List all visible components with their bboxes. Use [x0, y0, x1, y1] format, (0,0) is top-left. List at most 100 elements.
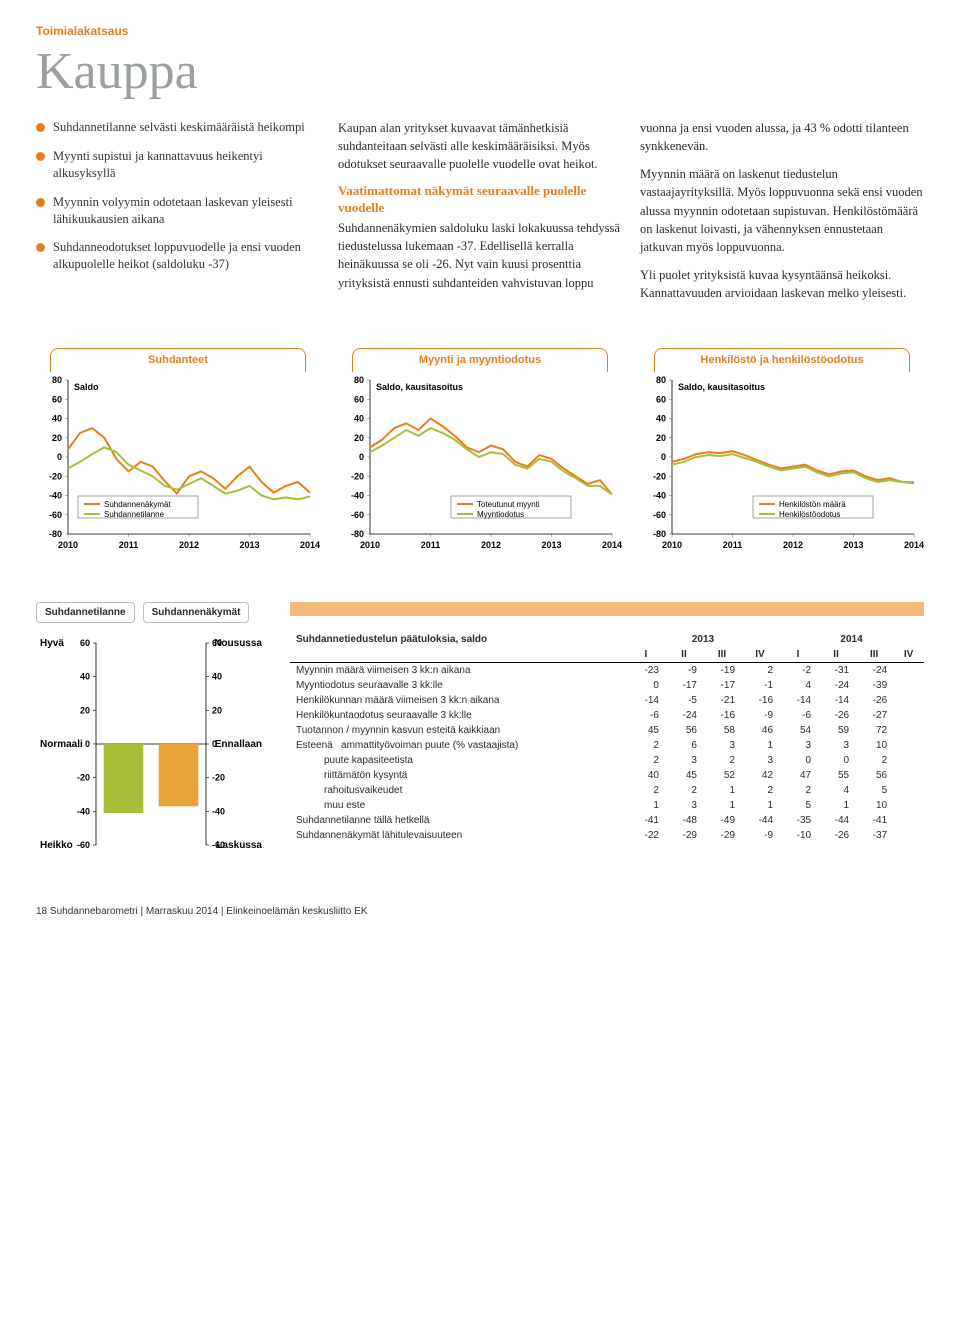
page-footer: 18 Suhdannebarometri | Marraskuu 2014 | … [36, 906, 924, 917]
svg-text:20: 20 [656, 433, 666, 443]
svg-text:-40: -40 [49, 491, 62, 501]
section-label: Toimialakatsaus [36, 24, 924, 38]
svg-text:Toteutunut myynti: Toteutunut myynti [477, 500, 540, 509]
svg-text:2011: 2011 [119, 540, 139, 550]
bullet-dot-icon [36, 123, 45, 132]
bullet-dot-icon [36, 152, 45, 161]
svg-text:-40: -40 [653, 491, 666, 501]
svg-text:2011: 2011 [723, 540, 743, 550]
svg-text:-80: -80 [49, 529, 62, 539]
svg-text:-60: -60 [351, 510, 364, 520]
bar-tab-1: Suhdannetilanne [36, 602, 135, 623]
svg-text:2012: 2012 [783, 540, 803, 550]
svg-text:0: 0 [661, 452, 666, 462]
svg-text:Normaali: Normaali [40, 739, 83, 750]
col-bullets: Suhdannetilanne selvästi keskimääräistä … [36, 119, 320, 312]
svg-text:-40: -40 [351, 491, 364, 501]
svg-text:Henkilöstön määrä: Henkilöstön määrä [779, 500, 846, 509]
svg-text:60: 60 [656, 395, 666, 405]
svg-text:Henkilöstöodotus: Henkilöstöodotus [779, 510, 840, 519]
chart-card: Suhdanteet-80-60-40-20020406080201020112… [36, 348, 320, 562]
svg-text:Hyvä: Hyvä [40, 638, 64, 649]
svg-text:-60: -60 [49, 510, 62, 520]
p-col3-1: vuonna ja ensi vuoden alussa, ja 43 % od… [640, 119, 924, 155]
chart-title-tab: Henkilöstö ja henkilöstöodotus [654, 348, 910, 372]
svg-text:2013: 2013 [239, 540, 259, 550]
svg-text:2010: 2010 [58, 540, 78, 550]
svg-text:Saldo, kausitasoitus: Saldo, kausitasoitus [376, 382, 463, 392]
svg-text:-20: -20 [351, 472, 364, 482]
bullet-dot-icon [36, 243, 45, 252]
svg-text:80: 80 [52, 375, 62, 385]
svg-text:-80: -80 [653, 529, 666, 539]
page-title: Kauppa [36, 42, 924, 101]
svg-text:40: 40 [656, 414, 666, 424]
svg-text:Saldo: Saldo [74, 382, 99, 392]
bullet-item: Suhdanneodotukset loppuvuodelle ja ensi … [36, 239, 320, 273]
chart-row: Suhdanteet -80 -60 -40 -20 0 20 40 60 80 2010 2011 2… [36, 348, 924, 562]
svg-text:2010: 2010 [360, 540, 380, 550]
svg-text:-40: -40 [212, 807, 225, 817]
svg-text:2012: 2012 [481, 540, 501, 550]
svg-text:2013: 2013 [843, 540, 863, 550]
svg-text:80: 80 [656, 375, 666, 385]
svg-text:0: 0 [359, 452, 364, 462]
svg-text:Nousussa: Nousussa [214, 638, 262, 649]
svg-text:60: 60 [52, 395, 62, 405]
svg-text:Saldo, kausitasoitus: Saldo, kausitasoitus [678, 382, 765, 392]
lower-row: Suhdannetilanne Suhdannenäkymät -60-60-4… [36, 602, 924, 866]
svg-text:60: 60 [354, 395, 364, 405]
svg-text:Laskussa: Laskussa [216, 840, 262, 851]
table-block: Suhdannetiedustelun päätuloksia, saldo20… [290, 602, 924, 843]
chart-body: -80-60-40-200204060802010201120122013201… [640, 372, 924, 562]
bullet-text: Suhdanneodotukset loppuvuodelle ja ensi … [53, 239, 320, 273]
svg-text:-60: -60 [653, 510, 666, 520]
bullet-item: Myynti supistui ja kannattavuus heikenty… [36, 148, 320, 182]
svg-text:0: 0 [85, 739, 90, 749]
p-col2-1: Kaupan alan yritykset kuvaavat tämänhetk… [338, 119, 622, 173]
svg-text:40: 40 [52, 414, 62, 424]
chart-card: Myynti ja myyntiodotus -80 -60 -40 -20 0 20 40 6… [338, 348, 622, 562]
bar-tab-2: Suhdannenäkymät [143, 602, 250, 623]
p-col3-2: Myynnin määrä on laskenut tiedustelun va… [640, 165, 924, 256]
svg-text:-20: -20 [212, 773, 225, 783]
chart-title-tab: Myynti ja myyntiodotus [352, 348, 608, 372]
bullet-text: Suhdannetilanne selvästi keskimääräistä … [53, 119, 305, 136]
p-col2-2: Suhdannenäkymien saldoluku laski lokakuu… [338, 219, 622, 292]
svg-text:80: 80 [354, 375, 364, 385]
svg-text:Suhdannetilanne: Suhdannetilanne [104, 510, 165, 519]
col-middle: Kaupan alan yritykset kuvaavat tämänhetk… [338, 119, 622, 312]
bullet-text: Myynnin volyymin odotetaan laskevan ylei… [53, 194, 320, 228]
svg-text:2014: 2014 [602, 540, 622, 550]
chart-body: -80 -60 -40 -20 0 20 40 60 80 2010 2011 2012 2013 201… [338, 372, 622, 562]
svg-text:Ennallaan: Ennallaan [215, 739, 262, 750]
svg-text:-40: -40 [77, 807, 90, 817]
p-col3-3: Yli puolet yrityksistä kuvaa kysyntäänsä… [640, 266, 924, 302]
svg-text:20: 20 [354, 433, 364, 443]
svg-text:20: 20 [212, 706, 222, 716]
svg-text:2014: 2014 [904, 540, 924, 550]
chart-card: Henkilöstö ja henkilöstöodotus-80-60-40-… [640, 348, 924, 562]
svg-text:2012: 2012 [179, 540, 199, 550]
bullet-item: Myynnin volyymin odotetaan laskevan ylei… [36, 194, 320, 228]
chart-title-tab: Suhdanteet [50, 348, 306, 372]
results-table: Suhdannetiedustelun päätuloksia, saldo20… [290, 632, 924, 843]
svg-text:Myyntiodotus: Myyntiodotus [477, 510, 524, 519]
svg-text:2011: 2011 [421, 540, 441, 550]
svg-text:-80: -80 [351, 529, 364, 539]
intro-columns: Suhdannetilanne selvästi keskimääräistä … [36, 119, 924, 312]
svg-text:2014: 2014 [300, 540, 320, 550]
svg-text:40: 40 [354, 414, 364, 424]
svg-text:-20: -20 [49, 472, 62, 482]
svg-text:20: 20 [52, 433, 62, 443]
bullet-text: Myynti supistui ja kannattavuus heikenty… [53, 148, 320, 182]
col-right: vuonna ja ensi vuoden alussa, ja 43 % od… [640, 119, 924, 312]
svg-text:60: 60 [80, 638, 90, 648]
bullet-dot-icon [36, 198, 45, 207]
svg-text:Heikko: Heikko [40, 840, 73, 851]
svg-text:Suhdannenäkymät: Suhdannenäkymät [104, 500, 171, 509]
chart-body: -80-60-40-200204060802010201120122013201… [36, 372, 320, 562]
svg-text:2010: 2010 [662, 540, 682, 550]
orange-strip [290, 602, 924, 616]
svg-text:2013: 2013 [541, 540, 561, 550]
